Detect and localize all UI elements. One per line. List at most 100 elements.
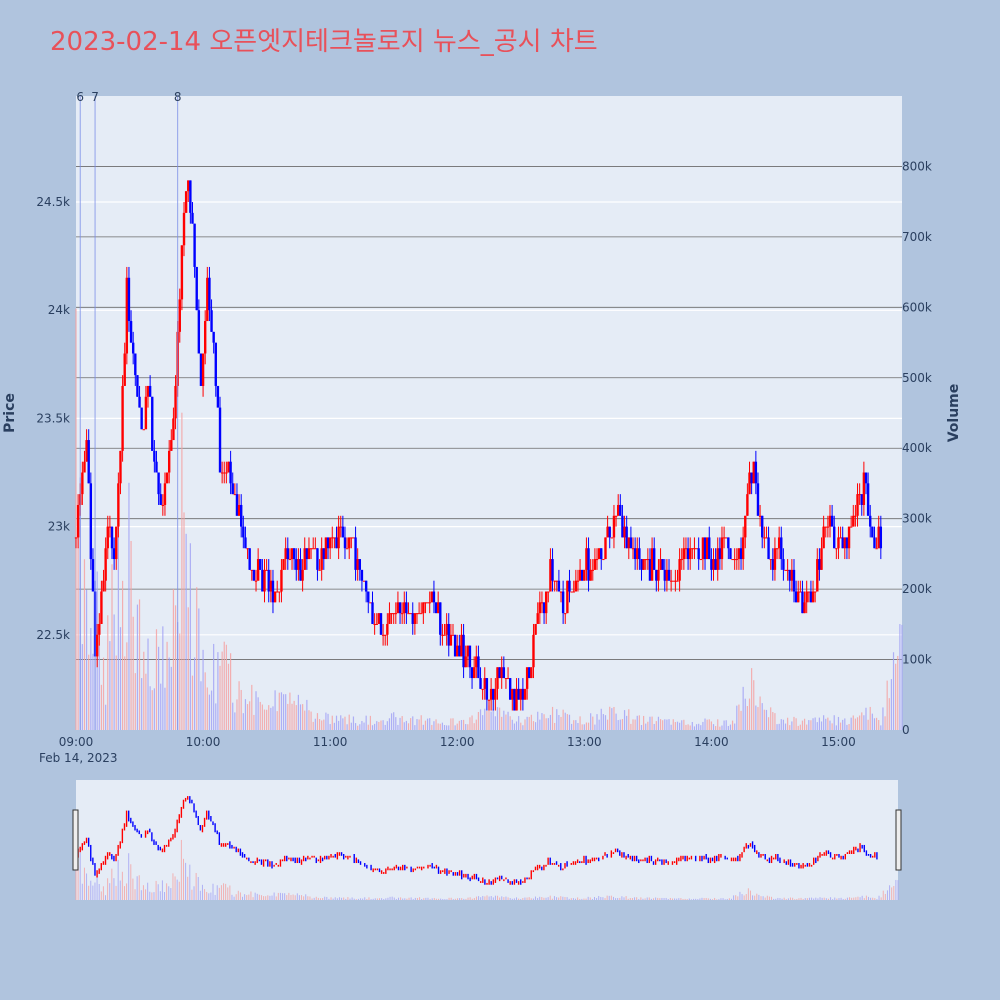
candle-body <box>443 634 446 636</box>
volume-bar <box>359 724 361 730</box>
volume-bar <box>581 724 583 730</box>
volume-bar <box>888 698 890 730</box>
volume-bar <box>293 700 295 730</box>
candle-body <box>424 602 427 604</box>
volume-bar <box>509 716 511 730</box>
candle-body <box>483 678 486 689</box>
news-marker-label: 8 <box>174 90 182 104</box>
candle-body <box>494 688 497 700</box>
slider-volume-bar <box>288 892 290 900</box>
slider-volume-bar <box>395 899 397 900</box>
volume-bar <box>791 721 793 730</box>
slider-volume-bar <box>684 898 686 900</box>
slider-volume-bar <box>509 898 511 900</box>
volume-bar <box>759 696 761 730</box>
slider-volume-bar <box>126 883 128 900</box>
slider-volume-bar <box>301 895 303 900</box>
candle-body <box>102 580 105 592</box>
slider-volume-bar <box>313 897 315 900</box>
candle-body <box>320 548 323 570</box>
slider-volume-bar <box>374 898 376 900</box>
slider-volume-bar <box>657 897 659 900</box>
slider-volume-bar <box>206 891 208 900</box>
slider-volume-bar <box>258 894 260 900</box>
slider-volume-bar <box>214 894 216 900</box>
volume-bar <box>515 721 518 730</box>
volume-bar <box>738 704 740 730</box>
slider-volume-bar <box>716 899 718 900</box>
slider-volume-bar <box>608 895 610 900</box>
volume-tick-label: 200k <box>902 582 932 596</box>
candle-body <box>240 504 243 527</box>
slider-volume-bar <box>279 892 281 900</box>
range-slider-left-handle[interactable] <box>72 809 79 871</box>
volume-bar <box>172 589 175 730</box>
volume-bar <box>162 626 164 730</box>
slider-volume-bar <box>88 885 90 900</box>
slider-volume-bar <box>303 896 305 900</box>
slider-volume-bar <box>421 899 423 900</box>
price-tick-label: 24.5k <box>36 195 70 209</box>
slider-volume-bar <box>204 889 206 900</box>
candle-body <box>157 472 160 495</box>
volume-bar <box>835 725 837 730</box>
candle-body <box>828 515 832 527</box>
candle-body <box>472 667 476 679</box>
slider-volume-bar <box>591 898 593 900</box>
candle-body <box>625 526 628 549</box>
candle-body <box>388 613 391 624</box>
slider-volume-bar <box>650 898 652 900</box>
volume-bar <box>795 718 797 730</box>
volume-bar <box>189 543 191 730</box>
volume-bar <box>867 719 869 730</box>
candle-body <box>650 548 654 581</box>
candle-body <box>125 277 129 354</box>
candle-body <box>458 645 461 657</box>
candle-body <box>557 580 561 592</box>
volume-bar <box>458 720 460 730</box>
volume-bar <box>681 720 683 730</box>
candle-body <box>352 537 355 539</box>
volume-bar <box>700 725 702 730</box>
candle-body <box>129 321 133 343</box>
slider-volume-bar <box>636 897 638 900</box>
candle-body <box>81 472 84 495</box>
slider-volume-bar <box>136 876 138 900</box>
candle-body <box>324 537 328 560</box>
slider-volume-bar <box>484 896 486 900</box>
volume-bar <box>875 717 878 730</box>
chart-title: 2023-02-14 오픈엣지테크놀로지 뉴스_공시 차트 <box>50 27 598 57</box>
candle-body <box>276 591 279 593</box>
volume-bar <box>314 718 316 730</box>
candle-body <box>256 559 260 581</box>
range-slider[interactable] <box>76 780 898 900</box>
candle-body <box>735 559 738 561</box>
candle-body <box>568 580 571 592</box>
slider-volume-bar <box>758 894 760 900</box>
volume-bar <box>602 714 604 730</box>
slider-volume-bar <box>383 899 385 900</box>
slider-volume-bar <box>435 898 437 900</box>
candle-body <box>337 526 340 549</box>
range-slider-right-handle[interactable] <box>895 809 902 871</box>
candle-body <box>127 277 131 322</box>
candle-body <box>115 526 118 560</box>
candle-body <box>841 537 844 549</box>
volume-bar <box>335 715 338 730</box>
candle-body <box>305 548 309 560</box>
candle-body <box>498 667 501 679</box>
candle-body <box>824 526 827 528</box>
volume-bar <box>138 599 141 730</box>
volume-bar <box>871 713 873 730</box>
slider-volume-bar <box>456 898 458 900</box>
candle-body <box>790 569 794 581</box>
candle-body <box>212 331 215 343</box>
slider-volume-bar <box>492 897 494 900</box>
volume-bar <box>899 624 901 730</box>
candle-body <box>87 440 90 484</box>
candle-body <box>134 353 137 376</box>
candle-body <box>864 472 868 484</box>
candle-body <box>746 494 749 516</box>
volume-bar <box>261 704 263 730</box>
candle-body <box>278 591 281 593</box>
